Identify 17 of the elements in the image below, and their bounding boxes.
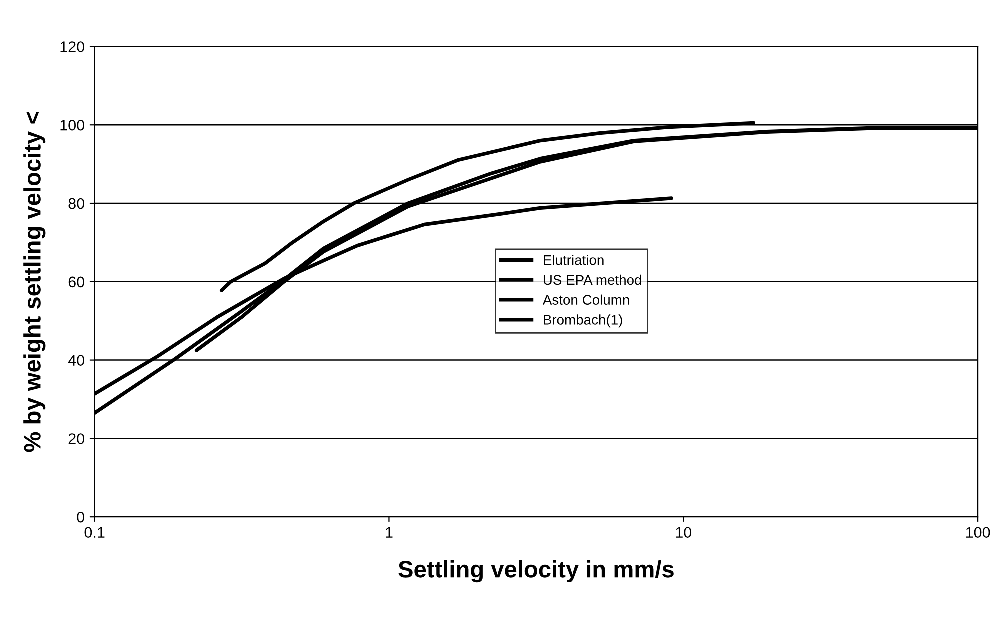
x-tick-label: 0.1 xyxy=(84,527,105,538)
legend-label: US EPA method xyxy=(544,274,642,286)
x-tick-label: 10 xyxy=(676,527,692,538)
y-tick-label: 80 xyxy=(68,198,84,210)
legend-label: Brombach(1) xyxy=(544,314,622,328)
y-tick-label: 100 xyxy=(60,120,84,131)
y-tick-label: 20 xyxy=(68,434,84,444)
x-axis-title: Settling velocity in mm/s xyxy=(398,560,674,583)
x-tick-label: 100 xyxy=(966,527,990,538)
y-tick-label: 60 xyxy=(68,276,84,288)
y-tick-label: 120 xyxy=(60,42,84,52)
x-tick-label: 1 xyxy=(386,527,393,538)
y-tick-label: 0 xyxy=(77,512,84,523)
y-axis-title: % by weight settling velocity < xyxy=(24,112,46,452)
legend-label: Elutriation xyxy=(544,255,604,266)
y-tick-label: 40 xyxy=(68,355,84,366)
legend-label: Aston Column xyxy=(542,294,630,305)
